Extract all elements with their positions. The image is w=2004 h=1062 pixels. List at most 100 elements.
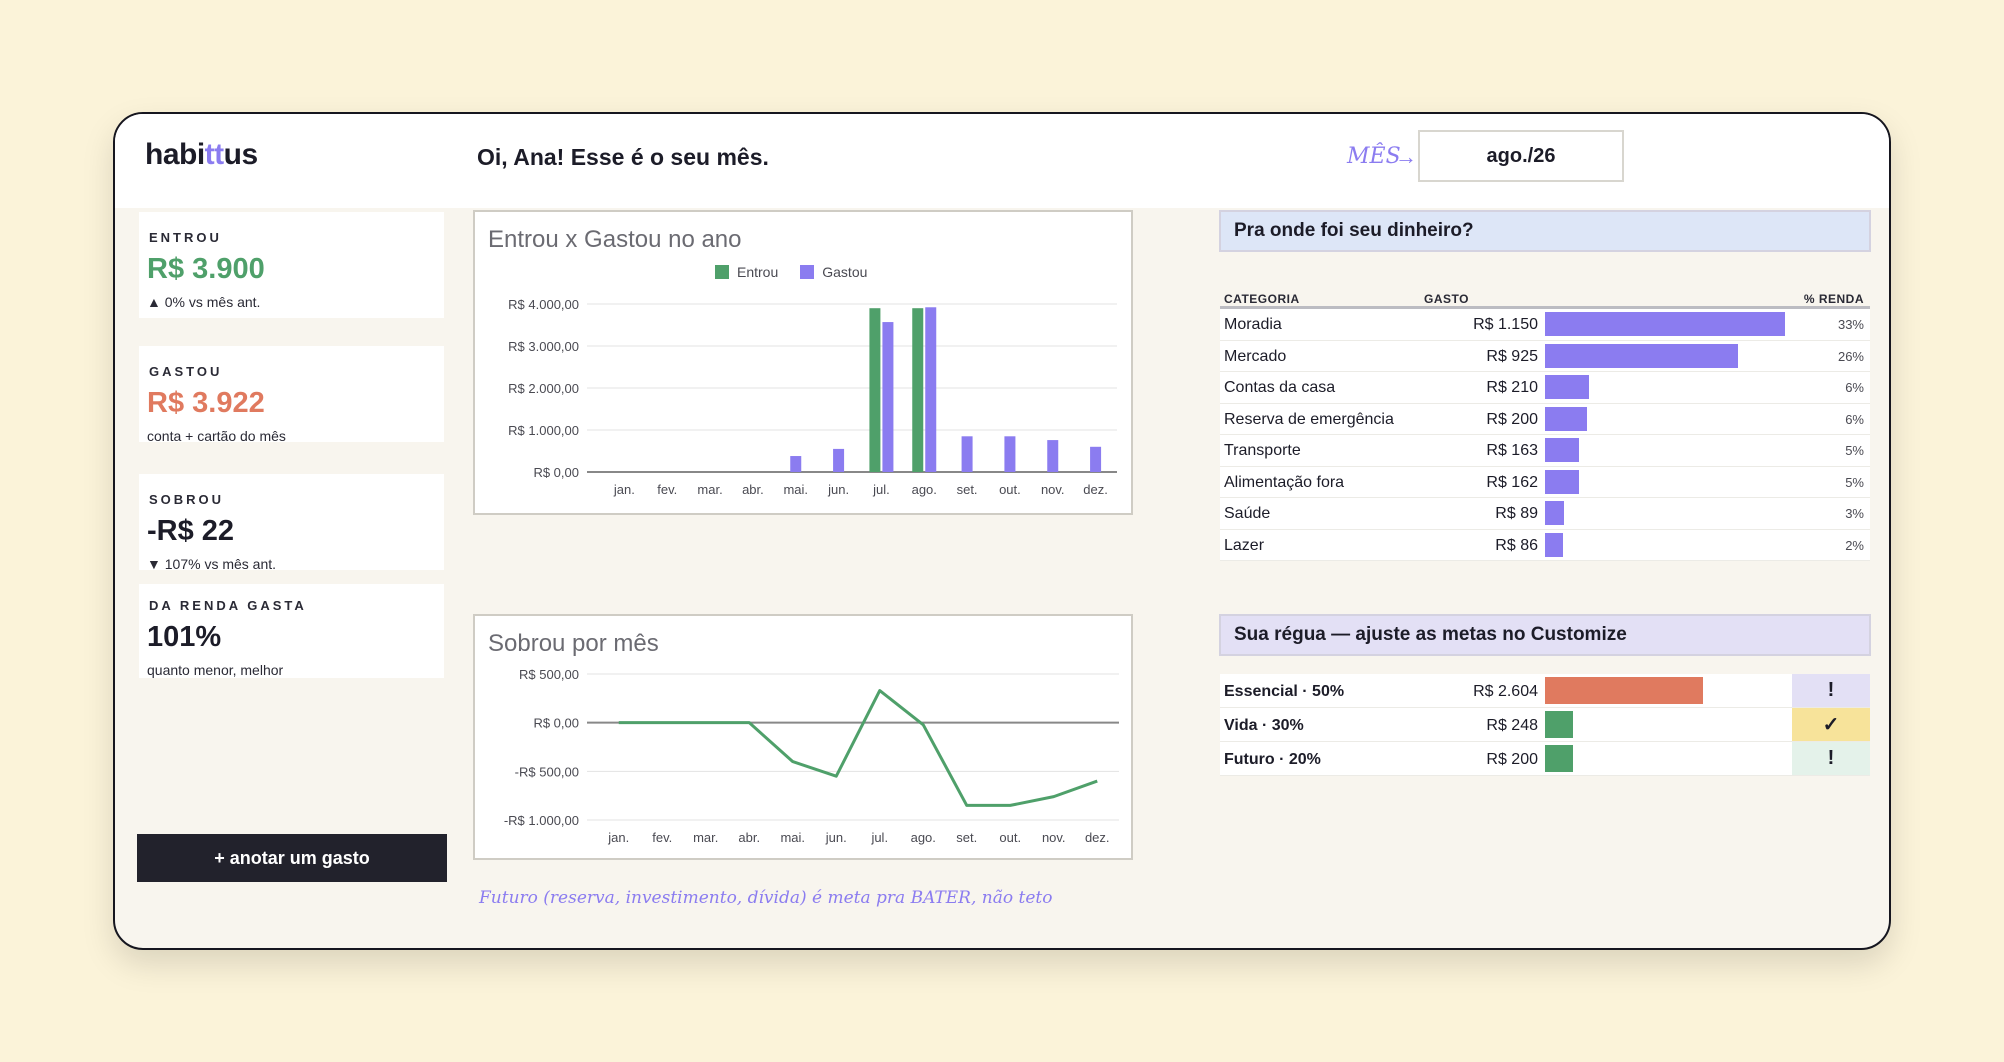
status-flag: ! <box>1792 742 1870 775</box>
kpi-label: GASTOU <box>149 364 223 379</box>
category-amount: R$ 1.150 <box>1473 316 1538 333</box>
category-bar <box>1545 343 1739 368</box>
x-tick-label: fev. <box>657 482 677 497</box>
bar-gastou-jul <box>882 322 894 472</box>
table-row: Alimentação fora R$ 162 5% <box>1220 466 1870 498</box>
category-pct: 6% <box>1845 411 1864 427</box>
x-tick-label: fev. <box>652 830 672 845</box>
x-tick-label: set. <box>957 482 978 497</box>
line-chart-svg: R$ 500,00 R$ 0,00 -R$ 500,00 -R$ 1.000,00 ja… <box>504 667 1119 845</box>
table-row: Saúde R$ 89 3% <box>1220 498 1870 530</box>
category-bar <box>1545 312 1785 336</box>
regua-row: Futuro · 20% R$ 200! <box>1220 742 1870 776</box>
category-amount: R$ 925 <box>1486 347 1538 365</box>
bar-gastou-dez <box>1090 446 1102 472</box>
x-tick-label: mar. <box>697 482 722 497</box>
category-pct: 33% <box>1837 317 1864 332</box>
x-tick-label: ago. <box>912 482 937 497</box>
x-tick-label: abr. <box>742 482 764 497</box>
chart-entrou-gastou: Entrou x Gastou no ano Entrou Gastou R$ … <box>473 210 1133 515</box>
x-tick-label: out. <box>999 482 1021 497</box>
column-header-pct: % RENDA <box>1803 292 1864 306</box>
chart-title: Sobrou por mês <box>488 630 659 657</box>
category-amount: R$ 200 <box>1486 410 1538 428</box>
x-tick-label: dez. <box>1083 482 1108 497</box>
column-header-category: CATEGORIA <box>1224 292 1300 306</box>
regua-name: Essencial · 50% <box>1224 683 1345 700</box>
category-pct: 6% <box>1845 380 1864 395</box>
table-row: Lazer R$ 86 2% <box>1220 529 1870 561</box>
regua-amount: R$ 2.604 <box>1473 683 1538 700</box>
spending-section-title: Pra onde foi seu dinheiro? <box>1219 210 1871 252</box>
series-line-sobrou <box>618 689 1098 807</box>
add-expense-button[interactable]: + anotar um gasto <box>137 834 447 882</box>
y-tick-label: R$ 2.000,00 <box>508 381 579 396</box>
legend-item-gastou: Gastou <box>800 264 867 280</box>
x-tick-label: jun. <box>827 482 849 497</box>
regua-row: Vida · 30% R$ 248 ✓ <box>1220 708 1870 742</box>
logo: habittus <box>145 138 258 171</box>
x-tick-label: jul. <box>870 830 888 845</box>
status-flag: ! <box>1792 674 1870 707</box>
month-selector[interactable]: ago./26 <box>1418 130 1624 182</box>
x-tick-label: mar. <box>693 830 718 845</box>
chart-title: Entrou x Gastou no ano <box>488 226 742 253</box>
footnote: Futuro (reserva, investimento, dívida) é… <box>479 888 1053 908</box>
month-label: MÊS <box>1347 144 1401 169</box>
category-amount: R$ 89 <box>1495 505 1538 522</box>
category-name: Saúde <box>1224 505 1271 522</box>
kpi-value: 101% <box>147 621 222 653</box>
bar-gastou-mai <box>790 456 802 472</box>
category-name: Reserva de emergência <box>1224 410 1394 428</box>
kpi-entrou: ENTROU R$ 3.900 ▲ 0% vs mês ant. <box>139 212 444 318</box>
arrow-right-icon: → <box>1395 144 1417 169</box>
bar-entrou-jul <box>869 308 881 472</box>
regua-section-title: Sua régua — ajuste as metas no Customize <box>1219 614 1871 656</box>
x-tick-label: nov. <box>1042 830 1066 845</box>
table-row: Moradia R$ 1.150 33% <box>1220 309 1870 341</box>
x-tick-label: set. <box>956 830 977 845</box>
legend-item-entrou: Entrou <box>715 264 778 280</box>
y-tick-label: R$ 1.000,00 <box>508 423 579 438</box>
y-tick-label: R$ 4.000,00 <box>508 297 579 312</box>
spending-table: CATEGORIA GASTO % RENDA Moradia R$ 1.150 3… <box>1220 291 1870 561</box>
category-bar <box>1545 501 1564 525</box>
category-bar <box>1545 375 1589 399</box>
category-pct: 3% <box>1845 506 1864 521</box>
bar-gastou-nov <box>1047 440 1059 472</box>
category-pct: 26% <box>1837 348 1864 364</box>
x-tick-label: dez. <box>1085 830 1110 845</box>
y-tick-label: R$ 3.000,00 <box>508 339 579 354</box>
top-bar: habittus Oi, Ana! Esse é o seu mês. MÊS … <box>115 114 1889 208</box>
table-row: Transporte R$ 163 5% <box>1220 435 1870 467</box>
chart-legend: Entrou Gastou <box>715 264 867 280</box>
kpi-note: ▲ 0% vs mês ant. <box>147 294 261 310</box>
category-bar <box>1545 469 1579 494</box>
x-tick-label: abr. <box>738 830 760 845</box>
category-name: Contas da casa <box>1224 379 1336 396</box>
bar-gastou-ago <box>925 307 937 472</box>
kpi-value: R$ 3.922 <box>147 387 265 419</box>
regua-amount: R$ 248 <box>1486 717 1538 734</box>
regua-table: Essencial · 50% R$ 2.604! Vida · 30% R$ 248… <box>1220 674 1870 776</box>
kpi-value: -R$ 22 <box>147 515 235 547</box>
x-tick-label: out. <box>999 830 1021 845</box>
y-tick-label: -R$ 1.000,00 <box>504 813 579 828</box>
regua-name: Futuro · 20% <box>1224 751 1321 768</box>
kpi-value: R$ 3.900 <box>147 253 265 285</box>
kpi-label: DA RENDA GASTA <box>149 598 307 613</box>
x-tick-label: mai. <box>783 482 808 497</box>
y-tick-label: -R$ 500,00 <box>515 764 579 779</box>
category-amount: R$ 163 <box>1486 442 1538 459</box>
y-tick-label: R$ 0,00 <box>533 716 579 731</box>
y-tick-label: R$ 0,00 <box>533 465 579 480</box>
category-name: Mercado <box>1224 347 1287 365</box>
table-row: Reserva de emergência R$ 200 6% <box>1220 403 1870 435</box>
category-name: Moradia <box>1224 316 1282 333</box>
regua-row: Essencial · 50% R$ 2.604! <box>1220 674 1870 708</box>
column-header-spent: GASTO <box>1424 292 1469 306</box>
category-amount: R$ 162 <box>1486 473 1538 491</box>
category-amount: R$ 86 <box>1495 536 1538 554</box>
category-bar <box>1545 532 1563 557</box>
bar-chart-svg: R$ 4.000,00 R$ 3.000,00 R$ 2.000,00 R$ 1.00… <box>508 297 1117 497</box>
